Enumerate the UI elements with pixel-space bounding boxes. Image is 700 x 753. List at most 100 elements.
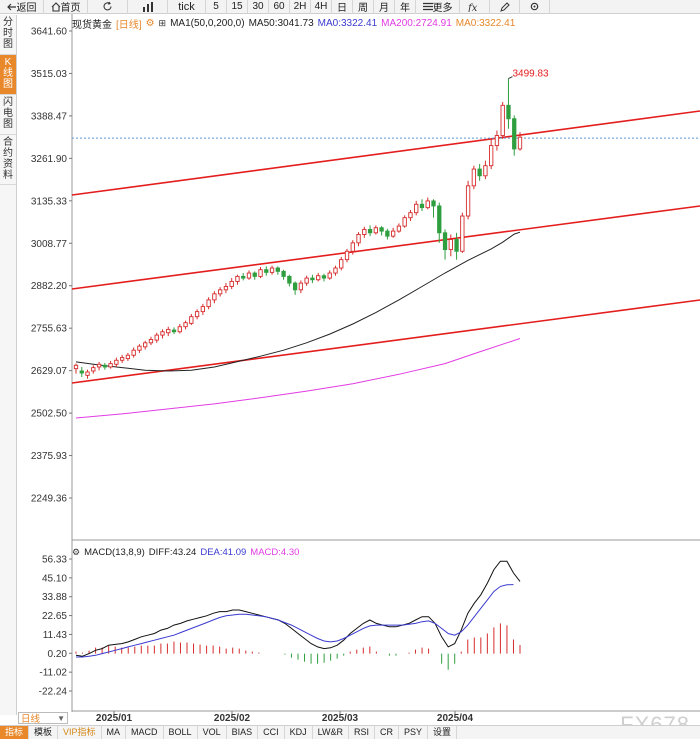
symbol-name: 现货黄金 [72,19,112,31]
candle-body [419,203,425,209]
price-chart[interactable]: 3641.60 3515.03 3388.47 3261.90 3135.33 3008.… [0,0,700,725]
macd-tick-label-2: 33.88 [42,592,67,603]
candle-body [321,275,327,279]
candle [143,340,148,350]
indicator-tabs: 指标 模板 VIP指标 MA MACD BOLL VOL BIAS CCI KDJ LW&R RSI C… [0,725,700,739]
refresh-icon [103,1,112,11]
candle [367,225,373,237]
tab-time-share[interactable]: 分时图 [0,15,16,55]
candle-body [177,326,182,333]
indicator-tab-8[interactable]: CCI [258,726,285,739]
candle-body [339,259,344,269]
period-month-button[interactable]: 月 [374,0,395,14]
candle [483,160,488,180]
price-tick-label-10: 2375.93 [31,451,68,462]
indicator-tab-1[interactable]: 模板 [29,726,59,739]
candle [292,281,298,295]
indicator-tab-12[interactable]: CR [375,726,399,739]
candle-body [102,364,107,368]
period-year-button[interactable]: 年 [395,0,416,14]
candle [431,199,436,218]
top-toolbar: 返回 首页 tick 5 15 30 60 2H 4H 日 周 月 年 更多 f… [0,0,700,14]
candle-body [431,200,436,207]
period-day-button[interactable]: 日 [332,0,353,14]
channel-line-0 [71,110,700,196]
candle [465,180,471,220]
candle [131,347,136,358]
price-tick-label-9: 2502.50 [31,409,68,420]
candle-body [241,275,246,279]
macd-value: MACD:4.30 [250,546,300,558]
candle-body [425,200,430,209]
candle-body [454,239,459,252]
indicator-tab-6[interactable]: VOL [198,726,227,739]
candle-body [512,118,517,150]
home-button[interactable]: 首页 [44,0,88,14]
candle-body [517,136,523,150]
candle [281,269,286,280]
indicator-tab-11[interactable]: RSI [349,726,375,739]
period-60-button[interactable]: 60 [269,0,290,14]
period-5-button[interactable]: 5 [206,0,227,14]
indicator-tab-7[interactable]: BIAS [227,726,259,739]
candle [148,336,154,346]
candle [356,232,361,247]
indicator-tab-3[interactable]: MA [102,726,127,739]
candle-body [344,250,350,261]
candle-body [131,349,136,356]
period-week-button[interactable]: 周 [353,0,374,14]
tab-kline[interactable]: K线图 [0,55,16,95]
indicator-tab-9[interactable]: KDJ [285,726,313,739]
indicator-tab-2[interactable]: VIP指标 [58,726,102,739]
settings-button[interactable] [520,0,550,14]
candle-body [166,328,171,334]
tab-flash-chart[interactable]: 闪电图 [0,95,16,135]
period-2h-button[interactable]: 2H [290,0,311,14]
candle-body [465,185,471,217]
period-4h-button[interactable]: 4H [311,0,332,14]
ma0-value: MA0:3322.41 [317,17,378,29]
tick-button[interactable]: tick [168,0,206,14]
settings-icon[interactable]: ⚙ [145,17,155,29]
candle-body [212,293,217,301]
more-button[interactable]: 更多 [416,0,460,14]
candle [235,274,240,285]
indicator-tab-4[interactable]: MACD [126,726,164,739]
candle [517,132,523,151]
period-30-button[interactable]: 30 [248,0,269,14]
candle [471,165,477,190]
candle [275,266,280,275]
refresh-button[interactable] [88,0,128,14]
macd-settings-icon[interactable]: ⚙ [72,546,81,557]
candle-body [269,267,275,273]
ma-indicator-icon[interactable]: ⊞ [158,17,167,28]
indicator-tab-0[interactable]: 指标 [0,726,30,739]
chart-type-button[interactable] [128,0,168,14]
draw-tool-button[interactable] [490,0,520,14]
candle [500,101,505,139]
tab-contract-info[interactable]: 合约资料 [0,135,16,185]
candle-body [287,275,292,284]
back-arrow-icon [6,3,16,10]
indicator-tab-13[interactable]: PSY [399,726,428,739]
candle [269,265,275,275]
candle [304,275,309,286]
candle [177,324,182,334]
formula-button[interactable]: fx [460,0,490,14]
candle-body [402,217,407,227]
period-select[interactable]: 日线 ▼ [18,712,68,725]
period-select-value: 日线 [21,714,41,725]
indicator-tab-10[interactable]: LW&R [313,726,349,739]
candle [425,197,430,210]
candle-body [414,203,419,214]
price-tick-label-8: 2629.07 [31,366,68,377]
candle [79,366,84,378]
indicator-tab-5[interactable]: BOLL [164,726,198,739]
indicator-tab-14[interactable]: 设置 [428,726,457,739]
candle-body [154,334,159,341]
candle-body [206,299,211,308]
period-15-button[interactable]: 15 [227,0,248,14]
candle-body [310,277,315,281]
candle [327,270,332,280]
back-button[interactable]: 返回 [0,0,44,14]
